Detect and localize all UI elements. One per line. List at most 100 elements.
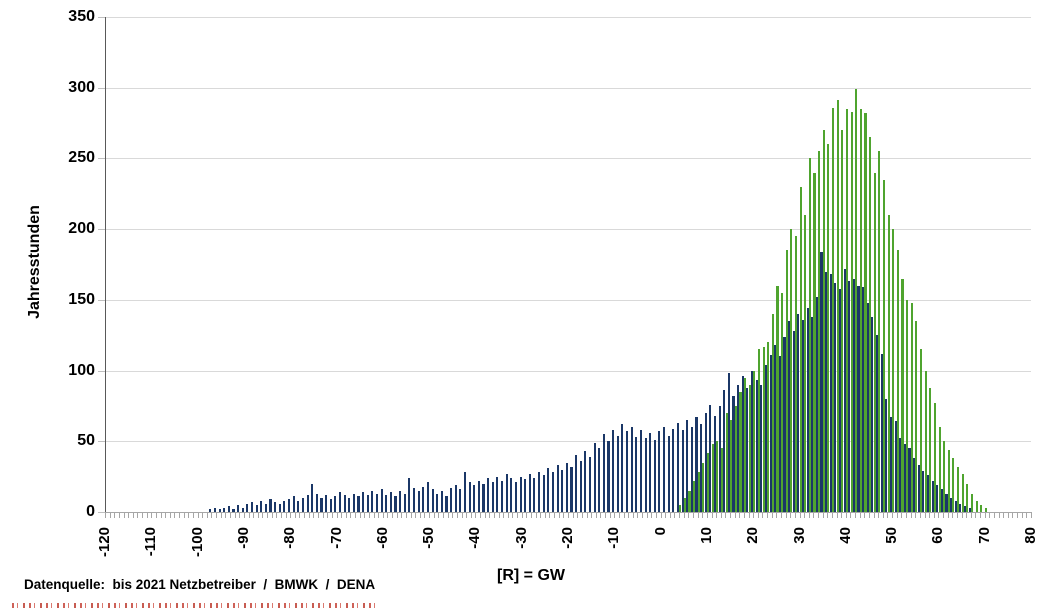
x-tick-label: -10 (605, 527, 623, 549)
green-histogram-bar (827, 144, 830, 512)
dark-blue-histogram-bar (556, 465, 559, 512)
green-histogram-bar (892, 229, 895, 512)
x-minor-tick (132, 513, 134, 518)
x-minor-tick (956, 513, 958, 518)
dark-blue-histogram-bar (431, 489, 434, 512)
dark-blue-histogram-bar (913, 458, 916, 512)
x-minor-tick (855, 513, 857, 518)
green-histogram-bar (734, 405, 737, 512)
x-minor-tick (896, 513, 898, 518)
x-minor-tick (683, 513, 685, 518)
green-histogram-bar (808, 158, 811, 512)
x-minor-tick (915, 513, 917, 518)
x-minor-tick (919, 513, 921, 518)
dark-blue-histogram-bar (487, 478, 490, 512)
dark-blue-histogram-bar (561, 469, 564, 512)
x-minor-tick (827, 513, 829, 518)
y-tick (98, 17, 105, 18)
green-histogram-bar (813, 172, 816, 512)
x-minor-tick (669, 513, 671, 518)
green-histogram-bar (688, 490, 691, 512)
x-minor-tick (433, 513, 435, 518)
green-histogram-bar (794, 236, 798, 512)
x-minor-tick (785, 513, 787, 518)
dark-blue-histogram-bar (612, 429, 615, 512)
x-minor-tick (873, 513, 875, 518)
green-histogram-bar (947, 449, 950, 512)
x-minor-tick (577, 513, 579, 518)
x-minor-tick (382, 513, 384, 518)
x-minor-tick (118, 513, 120, 518)
dark-blue-histogram-bar (514, 482, 517, 512)
green-histogram-bar (822, 130, 825, 512)
dark-blue-histogram-bar (746, 387, 749, 512)
dark-blue-histogram-bar (950, 497, 953, 512)
green-histogram-bar (679, 504, 682, 512)
x-minor-tick (308, 513, 310, 518)
y-gridline (105, 229, 1031, 231)
x-minor-tick (665, 513, 667, 518)
x-minor-tick (697, 513, 699, 518)
x-minor-tick (776, 513, 778, 518)
dark-blue-histogram-bar (908, 448, 911, 512)
dark-blue-histogram-bar (362, 492, 365, 512)
x-minor-tick (910, 513, 912, 518)
x-minor-tick (905, 513, 907, 518)
x-minor-tick (605, 513, 607, 518)
x-minor-tick (248, 513, 250, 518)
y-tick-label: 150 (68, 290, 95, 308)
dark-blue-histogram-bar (579, 461, 582, 512)
x-minor-tick (350, 513, 352, 518)
dark-blue-histogram-bar (413, 487, 416, 512)
x-minor-tick (480, 513, 482, 518)
green-histogram-bar (762, 346, 765, 512)
dark-blue-histogram-bar (755, 380, 758, 512)
x-minor-tick (243, 513, 245, 518)
x-minor-tick (114, 513, 116, 518)
y-tick-label: 50 (77, 432, 95, 450)
x-minor-tick (447, 513, 449, 518)
x-minor-tick (554, 513, 556, 518)
dark-blue-histogram-bar (278, 503, 281, 512)
x-minor-tick (188, 513, 190, 518)
green-histogram-bar (739, 391, 742, 512)
x-minor-tick (632, 513, 634, 518)
dark-blue-histogram-bar (348, 497, 351, 512)
x-minor-tick (341, 513, 343, 518)
x-tick-label: -110 (142, 527, 160, 557)
x-minor-tick (521, 513, 523, 518)
dark-blue-histogram-bar (616, 435, 619, 512)
x-minor-tick (1012, 513, 1014, 518)
x-minor-tick (892, 513, 894, 518)
dark-blue-histogram-bar (866, 302, 869, 512)
x-minor-tick (637, 513, 639, 518)
x-minor-tick (109, 513, 111, 518)
dark-blue-histogram-bar (283, 500, 286, 512)
x-minor-tick (1007, 513, 1009, 518)
dark-blue-histogram-bar (876, 335, 879, 512)
green-histogram-bar (730, 420, 733, 512)
dark-blue-histogram-bar (681, 429, 684, 512)
x-minor-tick (105, 513, 106, 518)
x-minor-tick (225, 513, 227, 518)
x-minor-tick (155, 513, 157, 518)
x-minor-tick (327, 513, 329, 518)
dark-blue-histogram-bar (649, 432, 652, 512)
x-minor-tick (438, 513, 440, 518)
green-histogram-bar (785, 250, 788, 512)
x-tick-label: 80 (1022, 527, 1039, 544)
dark-blue-histogram-bar (764, 364, 767, 512)
green-histogram-bar (725, 413, 728, 512)
x-minor-tick (952, 513, 954, 518)
green-histogram-bar (970, 493, 973, 512)
dark-blue-histogram-bar (704, 413, 707, 512)
x-tick-label: -100 (188, 527, 206, 558)
dark-blue-histogram-bar (778, 356, 781, 512)
x-minor-tick (748, 513, 750, 518)
x-minor-tick (850, 513, 852, 518)
x-minor-tick (234, 513, 236, 518)
x-minor-tick (984, 513, 986, 518)
x-minor-tick (128, 513, 130, 518)
y-tick-label: 200 (68, 220, 95, 238)
dark-blue-histogram-bar (607, 441, 610, 512)
